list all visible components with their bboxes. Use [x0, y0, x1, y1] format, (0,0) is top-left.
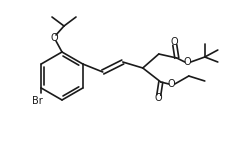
Text: O: O [50, 33, 58, 43]
Text: O: O [155, 93, 162, 103]
Text: Br: Br [32, 96, 42, 106]
Text: O: O [168, 79, 176, 89]
Text: O: O [184, 57, 192, 67]
Text: O: O [171, 37, 179, 47]
